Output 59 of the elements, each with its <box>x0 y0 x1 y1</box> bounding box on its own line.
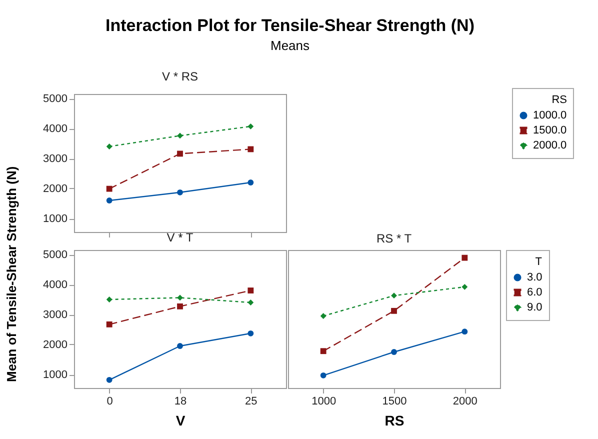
point <box>106 296 112 302</box>
legend-label: 1500.0 <box>533 124 567 136</box>
point <box>248 123 254 130</box>
y-tick-label: 1000 <box>43 213 68 225</box>
x-tick-label: 18 <box>174 396 187 408</box>
point <box>106 144 112 150</box>
point <box>248 330 254 336</box>
point <box>248 146 254 152</box>
point <box>177 189 183 196</box>
y-tick-label: 1000 <box>43 369 68 381</box>
point <box>248 300 254 306</box>
chart-title: V * T <box>166 230 194 244</box>
legend-title: T <box>535 256 542 268</box>
x-axis-title: V <box>176 412 186 428</box>
point <box>106 376 112 383</box>
point <box>320 372 326 378</box>
y-tick-label: 2000 <box>43 339 68 351</box>
point <box>462 328 468 335</box>
legend-label: 9.0 <box>527 302 542 314</box>
legend-label: 2000.0 <box>533 140 567 152</box>
point <box>177 132 183 139</box>
y-tick-label: 3000 <box>43 153 68 165</box>
point <box>462 284 468 290</box>
y-tick-label: 5000 <box>43 249 68 261</box>
point <box>248 180 254 186</box>
y-tick-label: 5000 <box>43 93 68 105</box>
legend-label: 1000.0 <box>533 110 567 122</box>
point <box>391 308 397 314</box>
x-tick-label: 1000 <box>312 396 336 408</box>
point <box>177 150 183 157</box>
point <box>391 292 397 299</box>
point <box>320 313 326 319</box>
chart-title: V * RS <box>162 70 198 84</box>
x-tick-label: 0 <box>106 396 113 408</box>
x-axis-title: RS <box>384 412 404 428</box>
x-tick-label: 2000 <box>452 396 478 408</box>
point <box>177 343 183 349</box>
point <box>320 348 326 354</box>
chart-title: RS * T <box>376 232 412 246</box>
y-tick-label: 4000 <box>43 123 68 135</box>
y-tick-label: 4000 <box>43 279 68 291</box>
text: Means <box>269 38 311 53</box>
y-tick-label: 2000 <box>43 183 68 195</box>
legend-label: 6.0 <box>527 286 542 298</box>
point <box>106 198 112 204</box>
point <box>106 321 112 328</box>
legend-label: 3.0 <box>527 272 542 284</box>
point <box>391 349 397 355</box>
point <box>248 288 254 294</box>
point <box>177 303 183 310</box>
y-axis-title: Mean of Tensile-Shear Strength (N) <box>4 166 19 382</box>
text: Interaction Plot for Tensile-Shear Strength (N) <box>104 16 476 36</box>
legend-title: RS <box>552 94 567 106</box>
x-tick-label: 25 <box>245 396 258 408</box>
point <box>106 186 112 192</box>
point <box>177 294 183 301</box>
x-tick-label: 1500 <box>382 396 407 408</box>
y-tick-label: 3000 <box>43 309 68 321</box>
point <box>462 254 468 261</box>
